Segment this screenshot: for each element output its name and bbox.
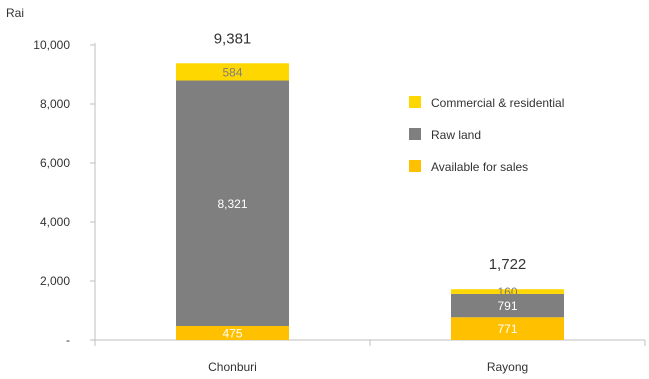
y-tick-label: 8,000 xyxy=(40,97,70,111)
data-label: 160 xyxy=(497,285,517,299)
x-category-label: Rayong xyxy=(487,360,528,374)
legend-swatch-available-for-sales xyxy=(409,160,421,172)
data-label: 8,321 xyxy=(217,197,247,211)
bar-commercial-and-residential-chonburi xyxy=(176,63,289,81)
legend-swatch-commercial-and-residential xyxy=(409,96,421,108)
bar-raw-land-rayong xyxy=(451,293,564,318)
data-label: 771 xyxy=(497,322,517,336)
category-labels: Chonburi Rayong xyxy=(208,360,528,374)
y-tick-label: 6,000 xyxy=(40,156,70,170)
legend-label: Available for sales xyxy=(431,160,528,174)
legend: Commercial & residential Raw land Availabl… xyxy=(409,96,564,174)
legend-label: Raw land xyxy=(431,128,481,142)
legend-swatch-raw-land xyxy=(409,128,421,140)
bar-raw-land-chonburi xyxy=(176,80,289,326)
y-tick-label: 2,000 xyxy=(40,274,70,288)
data-label: 475 xyxy=(222,326,242,340)
y-tick-label: 10,000 xyxy=(33,38,70,52)
data-label: 791 xyxy=(497,299,517,313)
legend-label: Commercial & residential xyxy=(431,96,564,110)
y-axis-ticks: - 2,000 4,000 6,000 8,000 10,000 xyxy=(33,38,95,347)
bar-available-for-sales-rayong xyxy=(451,317,564,340)
total-label: 9,381 xyxy=(214,30,252,47)
y-tick-label: 4,000 xyxy=(40,215,70,229)
bar-available-for-sales-chonburi xyxy=(176,325,289,340)
total-label: 1,722 xyxy=(489,256,527,273)
data-label: 584 xyxy=(222,65,242,79)
y-axis-unit-label: Rai xyxy=(6,6,24,20)
total-labels: 9,381 1,722 xyxy=(214,30,527,273)
y-tick-label: - xyxy=(66,333,70,347)
x-category-label: Chonburi xyxy=(208,360,257,374)
bar-commercial-and-residential-rayong xyxy=(451,289,564,294)
